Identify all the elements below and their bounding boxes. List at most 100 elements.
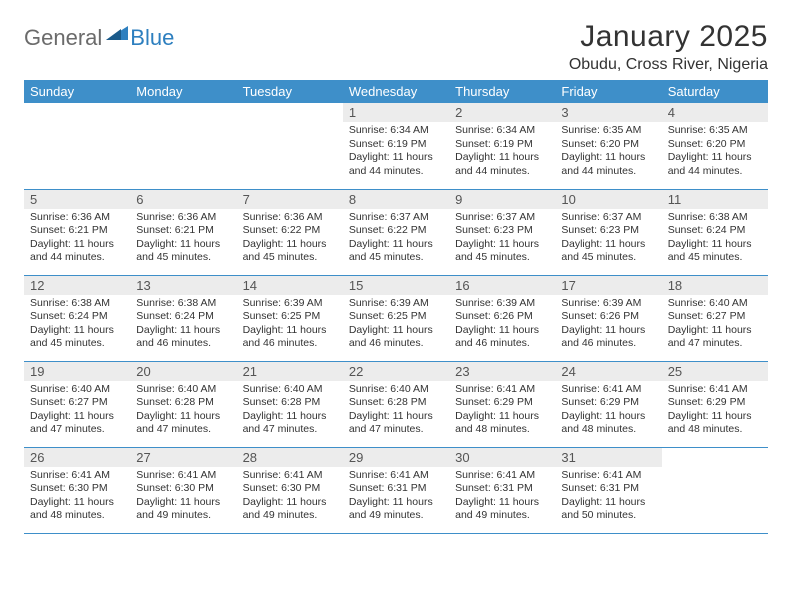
weekday-header: Wednesday	[343, 80, 449, 103]
logo-triangle-icon	[106, 24, 128, 45]
calendar-cell	[130, 103, 236, 189]
day-number: 19	[24, 362, 130, 381]
day-number: 16	[449, 276, 555, 295]
calendar-cell: 19Sunrise: 6:40 AMSunset: 6:27 PMDayligh…	[24, 361, 130, 447]
logo: General Blue	[24, 24, 174, 51]
calendar-cell: 14Sunrise: 6:39 AMSunset: 6:25 PMDayligh…	[237, 275, 343, 361]
calendar-cell: 6Sunrise: 6:36 AMSunset: 6:21 PMDaylight…	[130, 189, 236, 275]
calendar-cell: 3Sunrise: 6:35 AMSunset: 6:20 PMDaylight…	[555, 103, 661, 189]
day-details: Sunrise: 6:41 AMSunset: 6:29 PMDaylight:…	[555, 381, 661, 442]
day-number: 9	[449, 190, 555, 209]
title-block: January 2025 Obudu, Cross River, Nigeria	[569, 20, 768, 74]
calendar-cell: 8Sunrise: 6:37 AMSunset: 6:22 PMDaylight…	[343, 189, 449, 275]
calendar-cell: 24Sunrise: 6:41 AMSunset: 6:29 PMDayligh…	[555, 361, 661, 447]
day-details: Sunrise: 6:39 AMSunset: 6:26 PMDaylight:…	[555, 295, 661, 356]
day-number: 25	[662, 362, 768, 381]
day-details: Sunrise: 6:41 AMSunset: 6:31 PMDaylight:…	[449, 467, 555, 528]
day-number: 3	[555, 103, 661, 122]
day-number: 1	[343, 103, 449, 122]
day-number: 5	[24, 190, 130, 209]
calendar-row: 5Sunrise: 6:36 AMSunset: 6:21 PMDaylight…	[24, 189, 768, 275]
day-number: 7	[237, 190, 343, 209]
calendar-cell: 21Sunrise: 6:40 AMSunset: 6:28 PMDayligh…	[237, 361, 343, 447]
calendar-cell: 17Sunrise: 6:39 AMSunset: 6:26 PMDayligh…	[555, 275, 661, 361]
location: Obudu, Cross River, Nigeria	[569, 56, 768, 74]
day-number: 24	[555, 362, 661, 381]
day-details: Sunrise: 6:40 AMSunset: 6:28 PMDaylight:…	[343, 381, 449, 442]
weekday-header: Sunday	[24, 80, 130, 103]
day-details: Sunrise: 6:35 AMSunset: 6:20 PMDaylight:…	[555, 122, 661, 183]
calendar-cell	[24, 103, 130, 189]
calendar-cell: 28Sunrise: 6:41 AMSunset: 6:30 PMDayligh…	[237, 447, 343, 533]
calendar-cell: 1Sunrise: 6:34 AMSunset: 6:19 PMDaylight…	[343, 103, 449, 189]
day-details: Sunrise: 6:34 AMSunset: 6:19 PMDaylight:…	[343, 122, 449, 183]
calendar-cell: 13Sunrise: 6:38 AMSunset: 6:24 PMDayligh…	[130, 275, 236, 361]
calendar-table: Sunday Monday Tuesday Wednesday Thursday…	[24, 80, 768, 534]
day-details: Sunrise: 6:36 AMSunset: 6:21 PMDaylight:…	[24, 209, 130, 270]
day-details: Sunrise: 6:41 AMSunset: 6:31 PMDaylight:…	[555, 467, 661, 528]
day-details: Sunrise: 6:38 AMSunset: 6:24 PMDaylight:…	[130, 295, 236, 356]
calendar-cell: 4Sunrise: 6:35 AMSunset: 6:20 PMDaylight…	[662, 103, 768, 189]
day-details: Sunrise: 6:37 AMSunset: 6:23 PMDaylight:…	[555, 209, 661, 270]
calendar-cell: 18Sunrise: 6:40 AMSunset: 6:27 PMDayligh…	[662, 275, 768, 361]
day-number: 2	[449, 103, 555, 122]
day-number: 22	[343, 362, 449, 381]
day-details: Sunrise: 6:36 AMSunset: 6:21 PMDaylight:…	[130, 209, 236, 270]
calendar-row: 26Sunrise: 6:41 AMSunset: 6:30 PMDayligh…	[24, 447, 768, 533]
day-details: Sunrise: 6:36 AMSunset: 6:22 PMDaylight:…	[237, 209, 343, 270]
calendar-row: 19Sunrise: 6:40 AMSunset: 6:27 PMDayligh…	[24, 361, 768, 447]
day-details: Sunrise: 6:38 AMSunset: 6:24 PMDaylight:…	[662, 209, 768, 270]
day-number: 13	[130, 276, 236, 295]
day-details: Sunrise: 6:41 AMSunset: 6:29 PMDaylight:…	[662, 381, 768, 442]
day-number: 20	[130, 362, 236, 381]
day-details: Sunrise: 6:38 AMSunset: 6:24 PMDaylight:…	[24, 295, 130, 356]
day-number: 17	[555, 276, 661, 295]
weekday-header: Saturday	[662, 80, 768, 103]
calendar-row: 1Sunrise: 6:34 AMSunset: 6:19 PMDaylight…	[24, 103, 768, 189]
day-number: 27	[130, 448, 236, 467]
calendar-row: 12Sunrise: 6:38 AMSunset: 6:24 PMDayligh…	[24, 275, 768, 361]
day-details: Sunrise: 6:41 AMSunset: 6:29 PMDaylight:…	[449, 381, 555, 442]
day-number: 11	[662, 190, 768, 209]
calendar-cell: 20Sunrise: 6:40 AMSunset: 6:28 PMDayligh…	[130, 361, 236, 447]
weekday-header: Monday	[130, 80, 236, 103]
day-number: 6	[130, 190, 236, 209]
weekday-header-row: Sunday Monday Tuesday Wednesday Thursday…	[24, 80, 768, 103]
day-number: 4	[662, 103, 768, 122]
calendar-cell: 27Sunrise: 6:41 AMSunset: 6:30 PMDayligh…	[130, 447, 236, 533]
day-number: 30	[449, 448, 555, 467]
day-details: Sunrise: 6:39 AMSunset: 6:25 PMDaylight:…	[237, 295, 343, 356]
header: General Blue January 2025 Obudu, Cross R…	[24, 20, 768, 74]
day-details: Sunrise: 6:37 AMSunset: 6:23 PMDaylight:…	[449, 209, 555, 270]
day-number: 29	[343, 448, 449, 467]
day-details: Sunrise: 6:40 AMSunset: 6:28 PMDaylight:…	[237, 381, 343, 442]
calendar-cell: 10Sunrise: 6:37 AMSunset: 6:23 PMDayligh…	[555, 189, 661, 275]
day-number: 12	[24, 276, 130, 295]
weekday-header: Thursday	[449, 80, 555, 103]
month-title: January 2025	[569, 20, 768, 54]
day-details: Sunrise: 6:41 AMSunset: 6:30 PMDaylight:…	[24, 467, 130, 528]
day-details: Sunrise: 6:40 AMSunset: 6:27 PMDaylight:…	[24, 381, 130, 442]
day-number: 18	[662, 276, 768, 295]
day-details: Sunrise: 6:41 AMSunset: 6:31 PMDaylight:…	[343, 467, 449, 528]
day-number: 15	[343, 276, 449, 295]
calendar-cell: 15Sunrise: 6:39 AMSunset: 6:25 PMDayligh…	[343, 275, 449, 361]
calendar-cell: 29Sunrise: 6:41 AMSunset: 6:31 PMDayligh…	[343, 447, 449, 533]
calendar-cell: 25Sunrise: 6:41 AMSunset: 6:29 PMDayligh…	[662, 361, 768, 447]
calendar-cell: 30Sunrise: 6:41 AMSunset: 6:31 PMDayligh…	[449, 447, 555, 533]
day-details: Sunrise: 6:39 AMSunset: 6:25 PMDaylight:…	[343, 295, 449, 356]
day-number: 28	[237, 448, 343, 467]
logo-word2: Blue	[130, 25, 174, 51]
calendar-cell: 7Sunrise: 6:36 AMSunset: 6:22 PMDaylight…	[237, 189, 343, 275]
calendar-cell: 11Sunrise: 6:38 AMSunset: 6:24 PMDayligh…	[662, 189, 768, 275]
day-number: 26	[24, 448, 130, 467]
weekday-header: Friday	[555, 80, 661, 103]
calendar-cell: 5Sunrise: 6:36 AMSunset: 6:21 PMDaylight…	[24, 189, 130, 275]
day-number: 31	[555, 448, 661, 467]
calendar-cell: 31Sunrise: 6:41 AMSunset: 6:31 PMDayligh…	[555, 447, 661, 533]
day-number: 8	[343, 190, 449, 209]
day-details: Sunrise: 6:40 AMSunset: 6:28 PMDaylight:…	[130, 381, 236, 442]
calendar-body: 1Sunrise: 6:34 AMSunset: 6:19 PMDaylight…	[24, 103, 768, 533]
calendar-cell: 2Sunrise: 6:34 AMSunset: 6:19 PMDaylight…	[449, 103, 555, 189]
day-details: Sunrise: 6:41 AMSunset: 6:30 PMDaylight:…	[130, 467, 236, 528]
